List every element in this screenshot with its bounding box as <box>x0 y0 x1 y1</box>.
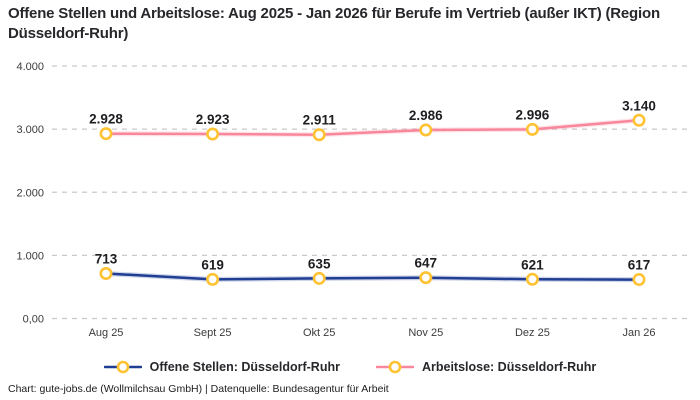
chart-legend: Offene Stellen: Düsseldorf-Ruhr Arbeitslo… <box>0 355 700 379</box>
data-point-marker <box>206 272 220 286</box>
chart-credit: Chart: gute-jobs.de (Wollmilchsau GmbH) … <box>8 383 389 395</box>
x-axis-tick-label: Jan 26 <box>622 327 655 339</box>
legend-line-marker-icon <box>375 360 414 374</box>
data-point-label: 3.140 <box>622 98 656 113</box>
x-axis-tick-label: Aug 25 <box>89 327 124 339</box>
data-point-marker <box>206 127 220 141</box>
x-axis-tick-label: Sept 25 <box>194 327 232 339</box>
data-point-label: 713 <box>95 251 118 266</box>
y-axis-tick-label: 1.000 <box>16 250 44 262</box>
data-point-label: 2.928 <box>89 112 123 127</box>
data-point-label: 619 <box>201 257 224 272</box>
x-axis-tick-label: Nov 25 <box>408 327 443 339</box>
data-point-marker <box>632 113 646 127</box>
data-point-label: 2.911 <box>303 113 337 128</box>
data-point-marker <box>312 128 326 142</box>
data-point-label: 621 <box>521 257 544 272</box>
y-axis-tick-label: 3.000 <box>16 124 44 136</box>
data-point-label: 647 <box>415 256 438 271</box>
data-point-label: 617 <box>628 258 651 273</box>
series-line-arbeitslose <box>104 119 641 136</box>
data-point-marker <box>632 273 646 287</box>
y-axis-tick-label: 0,00 <box>23 314 44 326</box>
chart-title: Offene Stellen und Arbeitslose: Aug 2025… <box>8 5 660 43</box>
x-axis-tick-label: Okt 25 <box>303 327 335 339</box>
legend-line-marker-icon <box>103 360 142 374</box>
data-point-marker <box>419 271 433 285</box>
data-point-marker <box>99 127 113 141</box>
series-line-offene-stellen <box>104 272 641 281</box>
legend-item-offene-stellen[interactable]: Offene Stellen: Düsseldorf-Ruhr <box>103 360 340 374</box>
x-axis-tick-label: Dez 25 <box>515 327 550 339</box>
legend-label: Offene Stellen: Düsseldorf-Ruhr <box>149 360 340 374</box>
y-axis-tick-label: 2.000 <box>16 187 44 199</box>
y-axis-tick-label: 4.000 <box>16 61 44 73</box>
data-point-label: 2.996 <box>516 107 550 122</box>
data-point-label: 2.986 <box>409 108 443 123</box>
data-point-marker <box>99 266 113 280</box>
legend-item-arbeitslose[interactable]: Arbeitslose: Düsseldorf-Ruhr <box>375 360 597 374</box>
data-point-marker <box>525 272 539 286</box>
data-point-marker <box>419 123 433 137</box>
data-point-marker <box>525 122 539 136</box>
data-point-marker <box>312 271 326 285</box>
legend-label: Arbeitslose: Düsseldorf-Ruhr <box>421 360 597 374</box>
line-chart: 4.000 3.000 2.000 1.000 0,00 Aug 25 Sept 25 Okt… <box>16 61 688 339</box>
data-point-label: 2.923 <box>196 112 230 127</box>
data-point-label: 635 <box>308 256 331 271</box>
